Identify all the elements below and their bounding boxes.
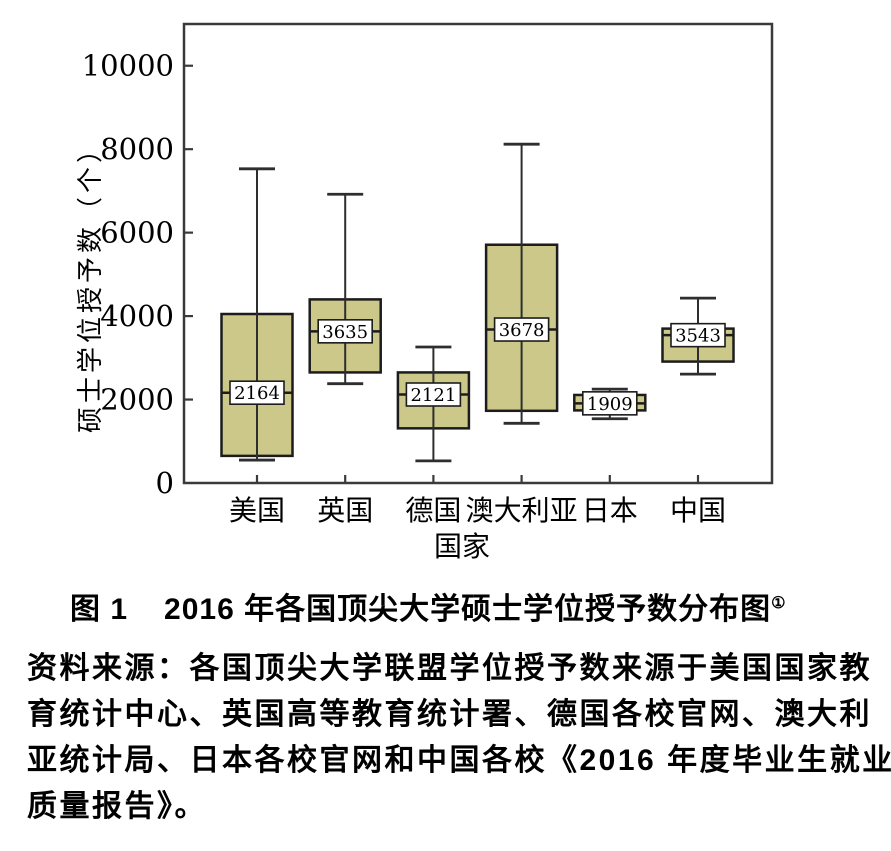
median-label-text: 3635: [322, 322, 368, 343]
x-axis-tick-label: 澳大利亚: [466, 494, 578, 527]
plot-frame: [182, 22, 774, 485]
median-label-box: [581, 391, 638, 416]
y-axis-tick-label: 0: [156, 466, 174, 500]
x-axis-tick-label: 中国: [670, 494, 726, 527]
figure-source-line: 亚统计局、日本各校官网和中国各校《2016 年度毕业生就业: [27, 744, 891, 777]
x-axis-tick-label: 美国: [229, 494, 285, 527]
y-axis-tick-label: 4000: [100, 299, 174, 333]
median-label-box: [493, 317, 550, 342]
median-label-box: [405, 382, 462, 407]
median-label-text: 3678: [499, 320, 545, 341]
boxplot-chart: 0 2000 4000 6000 8000 10000 硕士学位授予数（个） 美国 英国 德国 澳大…: [76, 22, 774, 563]
y-axis-title: 硕士学位授予数（个）: [76, 133, 106, 433]
figure-source: 资料来源：各国顶尖大学联盟学位授予数来源于美国国家教 育统计中心、英国高等教育统…: [27, 646, 891, 830]
median-label-text: 3543: [675, 326, 721, 347]
median-label-text: 2121: [410, 385, 456, 406]
median-label-text: 2164: [234, 383, 280, 404]
figure-caption-label: 图 1: [70, 593, 129, 626]
y-axis-tick-label: 6000: [100, 216, 174, 250]
x-axis-tick-label: 日本: [582, 494, 638, 527]
figure-source-line: 育统计中心、英国高等教育统计署、德国各校官网、澳大利: [27, 698, 872, 731]
figure-caption-footnote-mark: ①: [771, 595, 786, 612]
y-axis-tick-label: 10000: [82, 49, 174, 83]
y-axis-tick-label: 8000: [100, 132, 174, 166]
median-label-box: [317, 319, 374, 344]
median-label-box: [229, 380, 285, 406]
x-axis-tick-label: 德国: [405, 494, 461, 527]
median-label-box: [670, 322, 726, 348]
figure-caption-title: 2016 年各国顶尖大学硕士学位授予数分布图: [164, 593, 772, 626]
x-axis-title: 国家: [434, 530, 490, 563]
figure-caption: 图 1 2016 年各国顶尖大学硕士学位授予数分布图①: [0, 584, 891, 628]
figure-source-line: 质量报告》。: [27, 790, 207, 823]
median-label-text: 1909: [587, 394, 633, 415]
x-axis-tick-label: 英国: [317, 494, 373, 527]
figure-source-line: 资料来源：各国顶尖大学联盟学位授予数来源于美国国家教: [27, 652, 872, 685]
y-axis-tick-label: 2000: [100, 383, 174, 417]
